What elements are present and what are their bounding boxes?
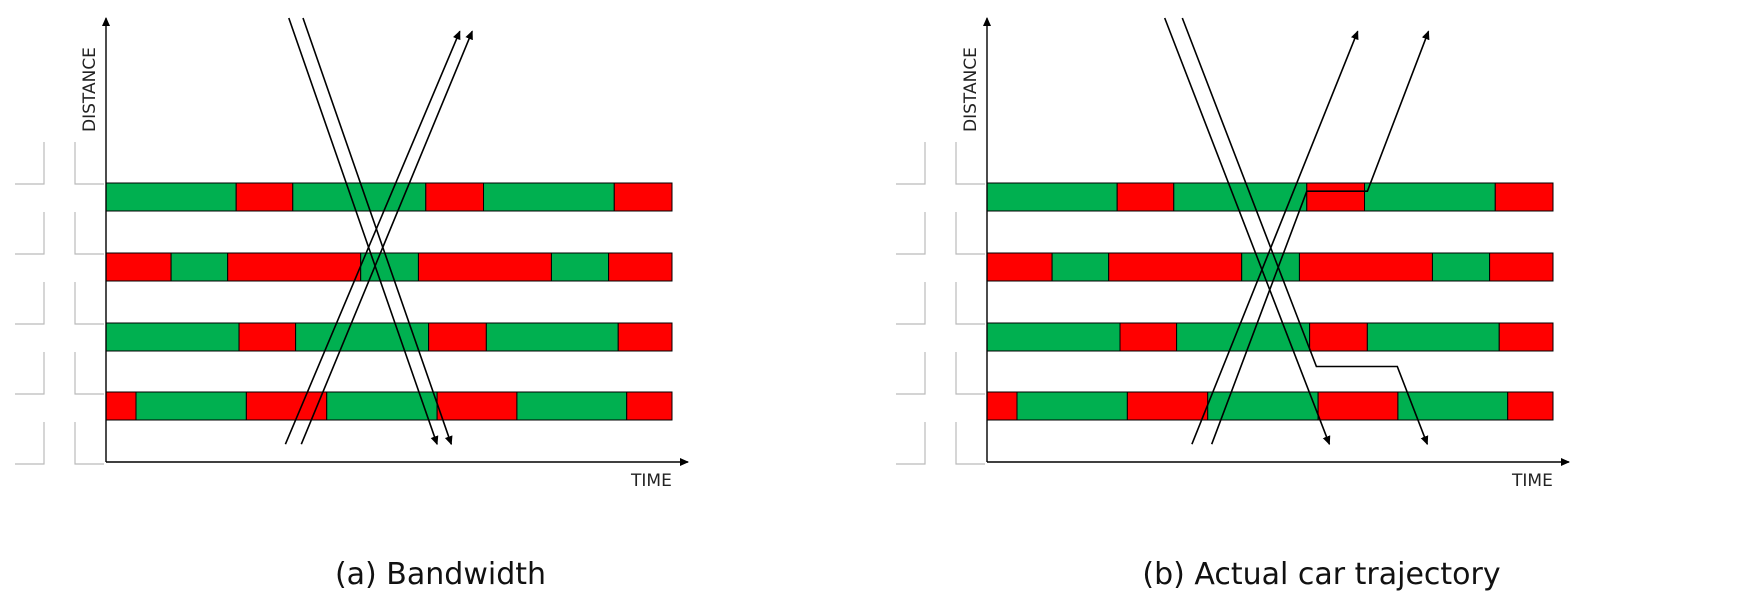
green-phase (292, 182, 427, 212)
green-phase (485, 322, 619, 352)
intersection-stub-right (74, 142, 104, 185)
red-phase (105, 391, 137, 421)
green-phase (1051, 252, 1110, 282)
red-phase (245, 391, 328, 421)
intersection-stub-right (955, 422, 985, 465)
red-phase (1119, 322, 1178, 352)
intersection-stub-left (896, 422, 926, 465)
red-phase (235, 182, 294, 212)
y-axis-label: DISTANCE (80, 47, 100, 132)
red-phase (1498, 322, 1554, 352)
intersection-stub-right (955, 212, 985, 255)
red-phase (986, 391, 1018, 421)
red-phase (617, 322, 673, 352)
red-phase (1507, 391, 1554, 421)
intersection-stub-left (15, 282, 45, 325)
red-phase (1298, 252, 1433, 282)
red-phase (1108, 252, 1243, 282)
intersection-stub-right (74, 282, 104, 325)
red-phase (1116, 182, 1175, 212)
intersection-stub-right (74, 352, 104, 395)
red-phase (436, 391, 518, 421)
red-phase (1126, 391, 1209, 421)
green-phase (105, 182, 237, 212)
trajectory-outbound (1210, 30, 1430, 445)
green-phase (1207, 391, 1319, 421)
intersection-stub-right (74, 212, 104, 255)
red-phase (608, 252, 673, 282)
trajectory-inbound (1181, 17, 1429, 446)
green-phase (1016, 391, 1128, 421)
green-phase (483, 182, 615, 212)
intersection-stub-left (15, 142, 45, 185)
intersection-stub-left (896, 142, 926, 185)
green-phase (105, 322, 240, 352)
green-phase (326, 391, 438, 421)
y-axis-label: DISTANCE (961, 47, 981, 132)
green-phase (550, 252, 610, 282)
red-phase (1494, 182, 1554, 212)
red-phase (425, 182, 485, 212)
green-phase (986, 182, 1118, 212)
intersection-stub-left (15, 352, 45, 395)
trajectory-outbound (300, 30, 473, 445)
green-phase (1366, 322, 1500, 352)
green-phase (1176, 322, 1311, 352)
time-space-diagram-bandwidth: DISTANCE TIME (15, 17, 689, 491)
x-axis-label: TIME (1511, 471, 1553, 491)
green-phase (986, 322, 1121, 352)
red-phase (1317, 391, 1399, 421)
red-phase (227, 252, 362, 282)
red-phase (626, 391, 673, 421)
green-phase (1241, 252, 1300, 282)
intersection-stub-left (15, 212, 45, 255)
intersection-stub-right (74, 422, 104, 465)
panel-bandwidth: DISTANCE TIME (a) Bandwidth (0, 0, 881, 612)
green-phase (1173, 182, 1308, 212)
intersection-stub-right (955, 352, 985, 395)
time-space-diagram-actual: DISTANCE TIME (896, 17, 1570, 491)
red-phase (428, 322, 487, 352)
red-phase (1489, 252, 1554, 282)
green-phase (1364, 182, 1496, 212)
intersection-stub-left (15, 422, 45, 465)
trajectory-inbound (302, 17, 453, 446)
intersection-stub-right (955, 142, 985, 185)
x-axis-label: TIME (630, 471, 672, 491)
trajectory-outbound (284, 30, 461, 445)
intersection-stub-left (896, 352, 926, 395)
green-phase (1431, 252, 1491, 282)
green-phase (1397, 391, 1509, 421)
red-phase (105, 252, 172, 282)
red-phase (417, 252, 552, 282)
green-phase (516, 391, 628, 421)
red-phase (986, 252, 1053, 282)
caption-actual-trajectory: (b) Actual car trajectory (1142, 557, 1501, 592)
trajectory-inbound (288, 17, 439, 446)
trajectory-outbound (1191, 30, 1359, 445)
intersection-stub-right (955, 282, 985, 325)
green-phase (135, 391, 247, 421)
red-phase (1306, 182, 1366, 212)
panel-actual-trajectory: DISTANCE TIME (b) Actual car trajectory (881, 0, 1762, 612)
intersection-stub-left (896, 282, 926, 325)
green-phase (295, 322, 430, 352)
green-phase (170, 252, 229, 282)
red-phase (1309, 322, 1368, 352)
red-phase (613, 182, 673, 212)
caption-bandwidth: (a) Bandwidth (334, 557, 547, 592)
trajectory-inbound (1163, 17, 1331, 446)
intersection-stub-left (896, 212, 926, 255)
red-phase (238, 322, 297, 352)
